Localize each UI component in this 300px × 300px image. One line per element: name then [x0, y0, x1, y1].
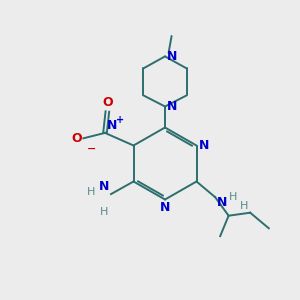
Text: N: N — [199, 139, 209, 152]
Text: N: N — [167, 50, 178, 63]
Text: O: O — [102, 97, 113, 110]
Text: +: + — [116, 115, 124, 125]
Text: O: O — [71, 132, 82, 145]
Text: N: N — [167, 100, 178, 113]
Text: N: N — [217, 196, 227, 209]
Text: N: N — [160, 201, 170, 214]
Text: N: N — [99, 181, 110, 194]
Text: H: H — [240, 201, 248, 211]
Text: H: H — [229, 192, 237, 202]
Text: −: − — [86, 144, 96, 154]
Text: N: N — [106, 119, 117, 132]
Text: H: H — [87, 187, 95, 197]
Text: H: H — [100, 207, 109, 217]
